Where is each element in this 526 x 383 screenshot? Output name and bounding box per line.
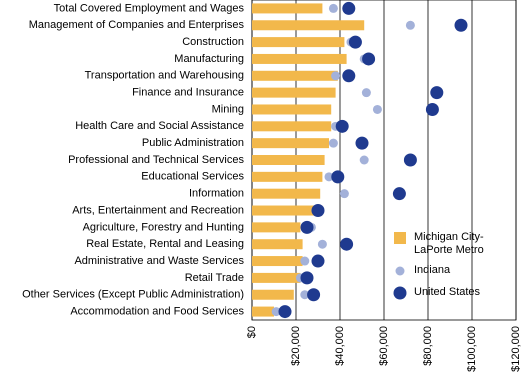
x-tick-label: $40,000 <box>334 326 346 366</box>
x-tick-label: $20,000 <box>290 326 302 366</box>
dot <box>454 18 468 32</box>
y-tick-label: Finance and Insurance <box>132 87 244 99</box>
legend-swatch <box>395 266 405 276</box>
x-tick-label: $80,000 <box>422 326 434 366</box>
bar <box>252 272 301 283</box>
bar <box>252 256 303 267</box>
bar <box>252 222 301 233</box>
legend-swatch <box>394 232 406 244</box>
bar <box>252 155 325 165</box>
dot <box>403 153 417 167</box>
dot <box>348 35 362 49</box>
dot <box>311 254 325 268</box>
dot <box>339 189 349 199</box>
dot <box>372 104 382 114</box>
bar <box>252 104 332 115</box>
bar <box>252 205 316 216</box>
legend-swatch <box>393 286 407 300</box>
x-tick-label: $60,000 <box>378 326 390 366</box>
bar <box>252 306 274 317</box>
y-tick-label: Manufacturing <box>174 53 244 65</box>
dot <box>392 187 406 201</box>
x-tick-label: $100,000 <box>466 326 478 372</box>
dot <box>362 52 376 66</box>
y-tick-label: Construction <box>182 36 244 48</box>
y-tick-label: Real Estate, Rental and Leasing <box>86 238 244 250</box>
bar <box>252 289 294 300</box>
y-tick-label: Administrative and Waste Services <box>74 255 244 267</box>
dot <box>300 220 314 234</box>
bar <box>252 87 336 98</box>
y-tick-label: Retail Trade <box>185 272 244 284</box>
dot <box>328 138 338 148</box>
bar <box>252 171 323 182</box>
bar <box>252 70 338 81</box>
dot <box>425 102 439 116</box>
dot <box>324 172 334 182</box>
bar <box>252 239 303 250</box>
x-tick-label: $0 <box>246 326 258 338</box>
y-tick-label: Total Covered Employment and Wages <box>54 2 245 14</box>
dot <box>355 136 369 150</box>
y-tick-label: Educational Services <box>141 171 244 183</box>
dot <box>300 271 314 285</box>
dot <box>331 170 345 184</box>
y-tick-label: Arts, Entertainment and Recreation <box>72 204 244 216</box>
dot <box>335 119 349 133</box>
dot <box>307 288 321 302</box>
y-tick-label: Agriculture, Forestry and Hunting <box>83 221 244 233</box>
bar <box>252 3 323 14</box>
dot <box>317 239 327 249</box>
bar <box>252 188 321 199</box>
y-tick-label: Accommodation and Food Services <box>70 305 244 317</box>
bar <box>252 121 332 132</box>
dot <box>311 204 325 218</box>
dot <box>300 290 310 300</box>
y-tick-label: Transportation and Warehousing <box>85 70 244 82</box>
dot <box>328 3 338 13</box>
bar <box>252 53 347 64</box>
dot <box>271 307 281 317</box>
dot <box>342 69 356 83</box>
legend-label: United States <box>414 286 481 298</box>
y-tick-label: Public Administration <box>142 137 244 149</box>
x-tick-label: $120,000 <box>510 326 522 372</box>
bar <box>252 138 329 149</box>
bar <box>252 20 365 31</box>
dot <box>430 86 444 100</box>
dot <box>300 256 310 266</box>
y-tick-label: Management of Companies and Enterprises <box>29 19 245 31</box>
dot <box>331 71 341 81</box>
dot <box>361 88 371 98</box>
dot <box>405 20 415 30</box>
y-tick-label: Health Care and Social Assistance <box>75 120 244 132</box>
y-tick-label: Professional and Technical Services <box>68 154 244 166</box>
dot <box>340 237 354 251</box>
dot <box>278 305 292 319</box>
dot <box>359 155 369 165</box>
y-tick-label: Information <box>189 188 244 200</box>
legend-label: Indiana <box>414 264 451 276</box>
dot <box>342 1 356 15</box>
y-tick-label: Mining <box>212 103 244 115</box>
legend-label: Michigan City-LaPorte Metro <box>414 231 484 256</box>
y-tick-label: Other Services (Except Public Administra… <box>22 289 244 301</box>
bar <box>252 37 345 48</box>
